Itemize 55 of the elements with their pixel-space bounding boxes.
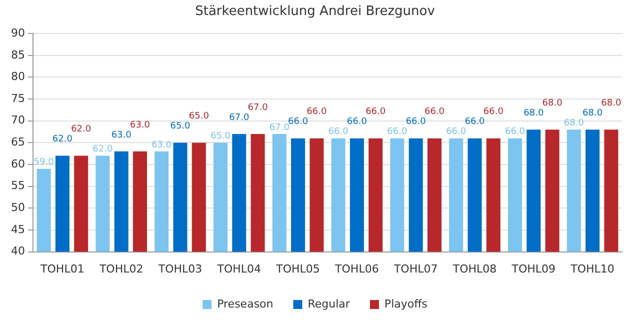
x-tick-label: TOHL01 [40,262,84,276]
x-tick-label: TOHL03 [157,262,202,276]
y-tick-label: 85 [10,48,25,62]
x-tick-label: TOHL04 [216,262,262,276]
data-label: 66.0 [464,117,486,128]
data-label: 63.0 [152,140,172,150]
data-label: 68.0 [564,118,584,128]
data-label: 66.0 [483,107,504,118]
data-label: 66.0 [424,107,445,118]
y-tick-label: 70 [10,114,25,127]
data-label: 62.0 [71,124,92,135]
data-label: 66.0 [328,127,349,138]
data-label: 65.0 [170,122,191,132]
y-tick-label: 65 [10,136,25,149]
data-label: 67.0 [229,112,250,123]
data-label: 66.0 [346,117,368,128]
x-tick-label: TOHL10 [570,262,614,276]
data-label: 68.0 [601,98,622,108]
chart-title: Stärkeentwicklung Andrei Brezgunov [195,4,436,20]
data-label: 66.0 [366,107,386,118]
data-label: 65.0 [210,132,231,142]
x-tick-label: TOHL05 [275,262,320,276]
data-label: 62.0 [92,144,113,155]
data-label: 63.0 [130,120,150,130]
y-tick-label: 55 [10,179,25,192]
y-tick-label: 40 [10,244,25,258]
legend-label: Preseason [217,297,274,310]
data-label: 68.0 [524,108,544,118]
data-label: 65.0 [188,112,210,122]
data-label: 63.0 [111,130,132,140]
data-label: 66.0 [288,117,308,128]
y-tick-label: 60 [10,157,25,170]
y-tick-label: 80 [10,70,25,84]
data-label: 66.0 [406,117,426,128]
data-label: 67.0 [269,122,290,133]
data-label: 66.0 [387,127,408,138]
legend-label: Playoffs [384,297,428,310]
x-tick-label: TOHL06 [334,262,379,276]
y-tick-label: 50 [10,201,25,214]
x-tick-label: TOHL07 [392,262,438,276]
y-tick-label: 45 [10,222,25,236]
x-tick-label: TOHL09 [510,262,556,276]
data-label: 62.0 [52,134,73,145]
data-label: 66.0 [306,107,327,118]
data-label: 66.0 [504,127,526,138]
y-tick-label: 90 [10,26,25,40]
data-label: 59.0 [34,158,54,168]
data-label: 68.0 [542,98,563,108]
data-label: 68.0 [582,108,603,118]
x-tick-label: TOHL02 [98,262,144,276]
legend-label: Regular [308,297,350,310]
y-tick-label: 75 [10,92,25,105]
x-tick-label: TOHL08 [452,262,497,276]
data-label: 67.0 [248,102,268,113]
data-label: 66.0 [446,127,466,138]
